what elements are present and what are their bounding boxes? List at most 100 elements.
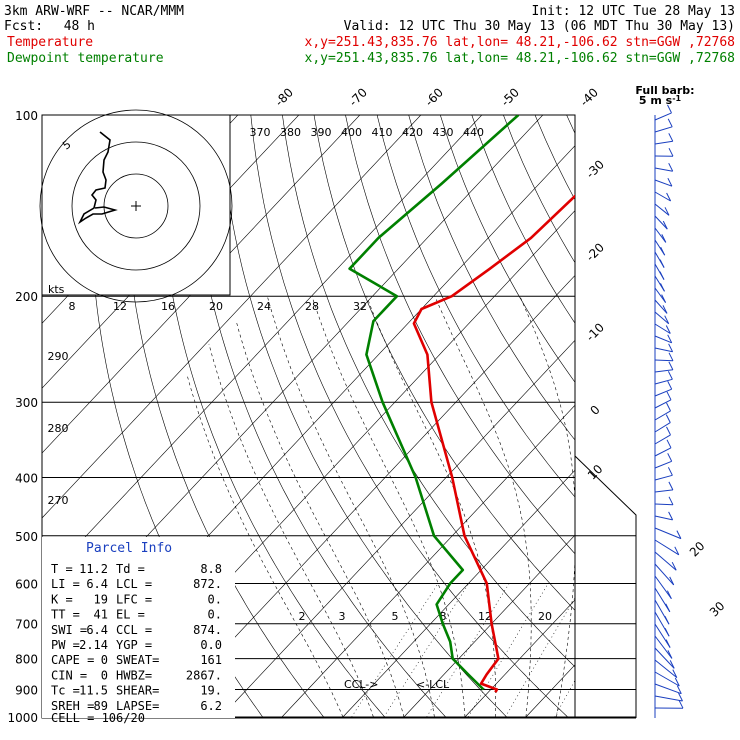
wind-barb-flag [666, 426, 671, 436]
wind-barb-flag [659, 259, 665, 268]
isotherm-line [342, 469, 575, 718]
parcel-info-cell: LI = [51, 577, 80, 591]
wind-barb-flag [667, 334, 673, 344]
pressure-tick-label: 600 [15, 577, 38, 591]
parcel-info-cell: 6.4 [86, 577, 108, 591]
theta-label: 420 [402, 126, 423, 139]
forecast-hour: 48 h [64, 19, 95, 34]
dry-adiabat [250, 115, 570, 718]
wind-barb-flag [668, 361, 674, 371]
wind-barb-flag [666, 391, 672, 401]
lcl-marker: <-LCL [416, 678, 450, 691]
isotherm-line [159, 275, 575, 718]
wind-barb [654, 474, 673, 481]
pressure-tick-label: 500 [15, 530, 38, 544]
dry-adiabat [534, 115, 575, 201]
hodo-speed-label: 8 [69, 300, 76, 313]
parcel-info-cell: T = [51, 562, 73, 576]
wind-barb-flag [659, 271, 665, 280]
mixing-ratio-label: 20 [538, 610, 552, 623]
wind-barb-flag [665, 325, 671, 334]
dry-adiabat [282, 115, 575, 668]
hodograph-ring [39, 109, 233, 303]
ccl-marker: CCL-> [344, 678, 378, 691]
temp-tick-right: -30 [583, 157, 607, 181]
wind-barb [654, 388, 672, 397]
parcel-info-cell: LFC = [116, 592, 152, 606]
theta-left-label: 290 [48, 350, 69, 363]
dry-adiabat [313, 115, 575, 611]
pressure-tick-label: 300 [15, 396, 38, 410]
parcel-info-cell: EL = [116, 608, 145, 622]
dry-adiabat [693, 115, 740, 730]
temp-tick-right: 0 [588, 403, 603, 418]
barb-legend-line2: 5 m s-1 [639, 94, 682, 107]
wind-barb [654, 671, 680, 687]
temp-tick-top: -70 [346, 85, 370, 109]
parcel-info-cell: CAPE = [51, 653, 94, 667]
parcel-info-cell: CCL = [116, 623, 152, 637]
hodograph-trace [77, 131, 118, 225]
wind-barb-flag [672, 669, 678, 678]
wind-barb-flag [664, 315, 670, 324]
wind-barb-flag [668, 352, 674, 362]
wind-barb-flag [667, 467, 673, 476]
mixing-ratio-label: 12 [478, 610, 492, 623]
parcel-info-cell: 19. [200, 684, 222, 698]
wind-barb-flag [660, 283, 665, 292]
temp-tick-top: -50 [498, 85, 522, 109]
wind-barb [654, 167, 673, 172]
dry-adiabat [219, 115, 509, 718]
wind-barb [654, 659, 678, 678]
temp-tick-right: 30 [707, 599, 728, 620]
parcel-info-cell: SWEAT= [116, 653, 159, 667]
pressure-tick-label: 1000 [7, 711, 38, 725]
dry-adiabat [155, 115, 386, 718]
dry-adiabat [345, 115, 575, 555]
dewpoint-profile [348, 115, 520, 691]
temp-tick-right: 10 [585, 462, 606, 483]
hodo-speed-label: 16 [161, 300, 175, 313]
parcel-info-cell: 874. [193, 623, 222, 637]
wind-barb-flag [664, 615, 670, 625]
legend-dewpoint: Dewpoint temperature [7, 51, 164, 66]
dry-adiabat [724, 115, 740, 730]
parcel-info-cell: 89 [94, 699, 108, 713]
isotherm-line [281, 404, 575, 718]
pressure-tick-label: 400 [15, 471, 38, 485]
parcel-info-cell: 11.5 [79, 684, 108, 698]
parcel-info-cell: LCL = [116, 577, 152, 591]
wind-barb [654, 647, 675, 669]
hodo-speed-label: 12 [113, 300, 127, 313]
parcel-cell: CELL = 106/20 [51, 711, 145, 725]
dry-adiabat [598, 115, 740, 730]
parcel-info-cell: 11.2 [79, 562, 108, 576]
wind-barb-flag [676, 685, 682, 694]
dry-adiabat [187, 115, 448, 718]
wind-barb [654, 369, 673, 373]
wind-barb-flag [667, 177, 673, 187]
mixing-ratio-label: 2 [299, 610, 306, 623]
init-time: Init: 12 UTC Tue 28 May 13 [532, 4, 736, 19]
wind-barb-flag [667, 371, 673, 380]
parcel-info-cell: 872. [193, 577, 222, 591]
theta-label: 410 [372, 126, 393, 139]
dry-adiabat [440, 115, 575, 383]
isotherm-line [403, 534, 575, 718]
parcel-info-cell: 6.4 [86, 623, 108, 637]
moist-adiabat [617, 296, 705, 717]
theta-left-label: 280 [48, 422, 69, 435]
wind-barb-flag [671, 561, 677, 571]
wind-barb [654, 489, 673, 493]
parcel-info-cell: Td = [116, 562, 145, 576]
wind-barb [654, 515, 673, 521]
dry-adiabat [630, 115, 740, 730]
wind-barb [654, 311, 670, 325]
temp-tick-right: -20 [583, 240, 607, 264]
parcel-info-cell: K = [51, 592, 73, 606]
wind-barb-flag [668, 133, 674, 142]
isotherm-line [220, 339, 575, 718]
wind-barb-flag [676, 530, 682, 539]
wind-barb-flag [662, 305, 668, 314]
